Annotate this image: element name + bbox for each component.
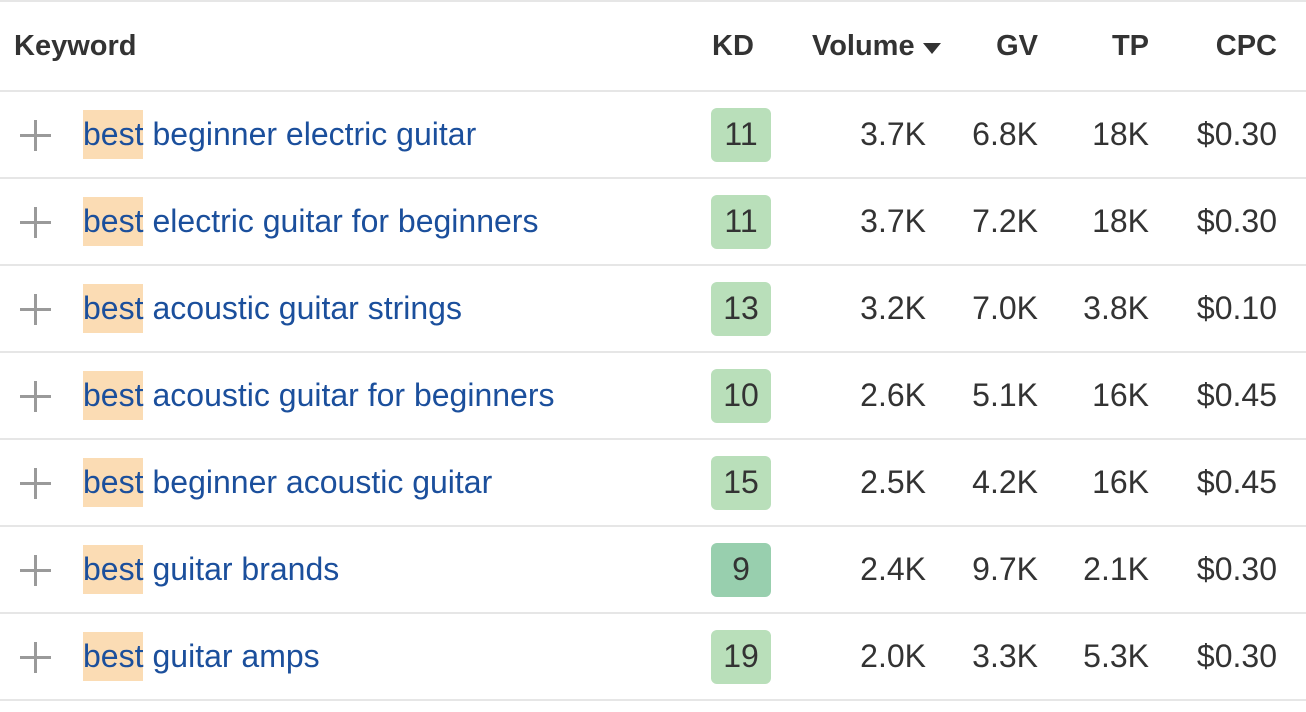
gv-value: 9.7K — [972, 551, 1038, 587]
kd-badge: 9 — [711, 542, 771, 597]
column-header-kd[interactable]: KD — [712, 29, 754, 62]
table-row: best beginner acoustic guitar 15 2.5K 4.… — [0, 440, 1306, 527]
volume-value: 2.5K — [860, 464, 926, 500]
keyword-link[interactable]: best electric guitar for beginners — [83, 179, 538, 264]
gv-value: 6.8K — [972, 116, 1038, 152]
keyword-text: acoustic guitar strings — [152, 290, 462, 326]
volume-value: 3.7K — [860, 116, 926, 152]
cpc-value: $0.30 — [1196, 203, 1277, 239]
keyword-text: acoustic guitar for beginners — [152, 377, 555, 413]
keyword-text: beginner electric guitar — [152, 116, 477, 152]
gv-value: 5.1K — [972, 377, 1038, 413]
kd-badge: 10 — [711, 368, 771, 423]
tp-value: 5.3K — [1083, 638, 1149, 674]
table-row: best electric guitar for beginners 11 3.… — [0, 179, 1306, 266]
keyword-text: electric guitar for beginners — [152, 203, 539, 239]
cpc-value: $0.30 — [1196, 638, 1277, 674]
column-header-volume[interactable]: Volume — [812, 2, 941, 90]
keyword-highlight: best — [83, 110, 144, 159]
tp-value: 3.8K — [1083, 290, 1149, 326]
gv-value: 3.3K — [972, 638, 1038, 674]
kd-badge: 19 — [711, 629, 771, 684]
cpc-value: $0.30 — [1196, 551, 1277, 587]
volume-value: 3.2K — [860, 290, 926, 326]
cpc-value: $0.10 — [1196, 290, 1277, 326]
keyword-link[interactable]: best guitar amps — [83, 614, 320, 699]
table-row: best beginner electric guitar 11 3.7K 6.… — [0, 92, 1306, 179]
keyword-link[interactable]: best acoustic guitar for beginners — [83, 353, 554, 438]
column-header-tp[interactable]: TP — [1111, 29, 1149, 62]
column-header-cpc[interactable]: CPC — [1215, 29, 1277, 62]
add-keyword-plus-icon[interactable] — [20, 554, 51, 586]
keyword-highlight: best — [83, 632, 144, 681]
tp-value: 18K — [1092, 116, 1149, 152]
kd-badge: 15 — [711, 455, 771, 510]
keyword-link[interactable]: best beginner acoustic guitar — [83, 440, 492, 525]
kd-badge: 11 — [711, 107, 771, 162]
tp-value: 2.1K — [1083, 551, 1149, 587]
keyword-highlight: best — [83, 284, 144, 333]
cpc-value: $0.45 — [1196, 464, 1277, 500]
cpc-value: $0.30 — [1196, 116, 1277, 152]
kd-badge: 13 — [711, 281, 771, 336]
table-row: best acoustic guitar for beginners 10 2.… — [0, 353, 1306, 440]
volume-value: 3.7K — [860, 203, 926, 239]
add-keyword-plus-icon[interactable] — [20, 641, 51, 673]
gv-value: 7.2K — [972, 203, 1038, 239]
keyword-highlight: best — [83, 197, 144, 246]
tp-value: 18K — [1092, 203, 1149, 239]
kd-badge: 11 — [711, 194, 771, 249]
tp-value: 16K — [1092, 377, 1149, 413]
table-row: best guitar brands 9 2.4K 9.7K 2.1K $0.3… — [0, 527, 1306, 614]
column-header-gv[interactable]: GV — [996, 29, 1038, 62]
column-header-keyword[interactable]: Keyword — [14, 29, 137, 62]
add-keyword-plus-icon[interactable] — [20, 206, 51, 238]
gv-value: 4.2K — [972, 464, 1038, 500]
add-keyword-plus-icon[interactable] — [20, 380, 51, 412]
keyword-highlight: best — [83, 545, 144, 594]
volume-value: 2.4K — [860, 551, 926, 587]
keyword-text: beginner acoustic guitar — [152, 464, 493, 500]
column-header-volume-label: Volume — [812, 29, 915, 62]
keyword-text: guitar brands — [152, 551, 340, 587]
keyword-link[interactable]: best guitar brands — [83, 527, 339, 612]
volume-value: 2.6K — [860, 377, 926, 413]
table-row: best guitar amps 19 2.0K 3.3K 5.3K $0.30 — [0, 614, 1306, 701]
gv-value: 7.0K — [972, 290, 1038, 326]
keyword-highlight: best — [83, 458, 144, 507]
table-row: best acoustic guitar strings 13 3.2K 7.0… — [0, 266, 1306, 353]
keyword-link[interactable]: best acoustic guitar strings — [83, 266, 462, 351]
keyword-highlight: best — [83, 371, 144, 420]
sort-descending-icon — [922, 42, 941, 54]
cpc-value: $0.45 — [1196, 377, 1277, 413]
add-keyword-plus-icon[interactable] — [20, 467, 51, 499]
keyword-text: guitar amps — [152, 638, 320, 674]
add-keyword-plus-icon[interactable] — [20, 119, 51, 151]
tp-value: 16K — [1092, 464, 1149, 500]
table-body: best beginner electric guitar 11 3.7K 6.… — [0, 92, 1306, 701]
keyword-link[interactable]: best beginner electric guitar — [83, 92, 476, 177]
table-header-row: Keyword KD Volume GV TP CPC — [0, 2, 1306, 92]
volume-value: 2.0K — [860, 638, 926, 674]
add-keyword-plus-icon[interactable] — [20, 293, 51, 325]
